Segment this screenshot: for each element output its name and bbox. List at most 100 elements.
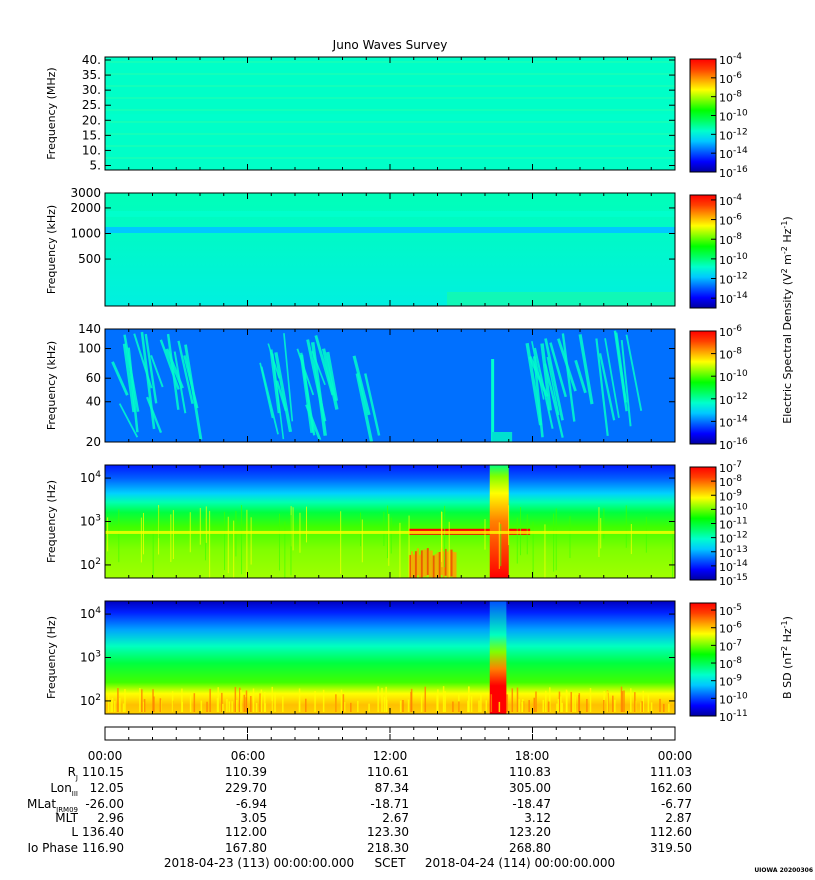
emission-streak	[118, 403, 139, 438]
emission-patch	[418, 554, 421, 578]
colorbar-scale	[689, 194, 717, 309]
emission-streak	[275, 380, 287, 412]
ephemeris-value: 111.03	[650, 765, 692, 779]
noise-streak	[153, 696, 155, 712]
ephemeris-value: 123.30	[367, 825, 409, 839]
noise-streak	[264, 703, 266, 712]
emission-streak	[146, 396, 163, 434]
ephemeris-value: 305.00	[509, 781, 551, 795]
spectrogram-panel-3: 20 40 60 100 140 Frequency (kHz)	[45, 322, 676, 449]
noise-streak	[158, 507, 160, 539]
colorbar-tick-label: 10-4	[719, 52, 742, 67]
colorbar-3: 10-16 10-14 10-12 10-10 10-8 10-6	[689, 324, 748, 452]
noise-streak	[506, 694, 509, 712]
noise-streak	[274, 692, 276, 712]
noise-streak	[343, 701, 346, 712]
y-tick-label: 2000	[70, 201, 101, 215]
noise-streak	[574, 696, 576, 712]
noise-streak	[545, 690, 547, 712]
ephemeris-value: -6.77	[661, 797, 692, 811]
footer-end-time: 2018-04-24 (114) 00:00:00.000	[425, 856, 615, 870]
ephemeris-row-label: Io Phase	[27, 841, 78, 855]
y-tick-label: 20	[86, 435, 101, 449]
noise-streak	[402, 699, 404, 712]
noise-streak	[259, 693, 261, 712]
emission-streak	[321, 348, 339, 410]
emission-patch	[410, 551, 413, 578]
ephemeris-value: -18.47	[512, 797, 551, 811]
noise-streak	[181, 688, 183, 712]
noise-streak	[122, 703, 125, 712]
emission-streak	[561, 333, 576, 422]
colorbar-tick-label: 10-15	[719, 573, 748, 588]
noise-streak	[558, 691, 561, 712]
noise-streak	[668, 703, 670, 712]
ephemeris-row-label: RJ	[68, 765, 78, 782]
broadband-burst	[489, 601, 507, 714]
noise-streak	[206, 701, 208, 712]
noise-streak	[226, 699, 228, 712]
ephemeris-value: 12.05	[90, 781, 124, 795]
emission-streak	[598, 353, 616, 421]
faint-band	[105, 145, 675, 147]
ephemeris-value: 116.90	[82, 841, 124, 855]
noise-streak	[528, 700, 530, 712]
ephemeris-table: RJ 110.15 110.39 110.61 110.83 111.03 LonIII 12…	[27, 765, 692, 855]
noise-streak	[227, 516, 229, 574]
noise-streak	[634, 692, 636, 712]
emission-patch	[420, 550, 423, 578]
emission-streak	[150, 354, 164, 388]
emission-streak	[314, 335, 335, 396]
y-tick-label: 103	[80, 514, 101, 529]
time-tick-label: 18:00	[515, 749, 550, 763]
noise-streak	[209, 688, 211, 712]
emission-streak	[144, 333, 158, 404]
colorbar-tick-label: 10-12	[719, 127, 748, 142]
colorbar-tick-label: 10-8	[719, 347, 742, 362]
emission-streak	[355, 373, 374, 442]
colorbar-tick-label: 10-6	[719, 71, 742, 86]
noise-streak	[114, 700, 116, 712]
y-tick-label: 15.	[82, 128, 101, 142]
emission-patch	[428, 550, 431, 578]
y-tick-label: 35.	[82, 68, 101, 82]
faint-band	[105, 85, 675, 87]
noise-streak	[441, 511, 443, 562]
faint-band	[105, 109, 675, 111]
time-tick-label: 12:00	[373, 749, 408, 763]
noise-streak	[381, 687, 383, 712]
emission-patch	[444, 548, 447, 576]
noise-streak	[335, 694, 337, 712]
noise-streak	[578, 694, 580, 712]
emission-streak	[364, 373, 381, 436]
noise-streak	[448, 521, 450, 578]
panel-background	[105, 329, 675, 442]
noise-streak	[470, 696, 473, 712]
noise-streak	[663, 703, 665, 712]
noise-streak	[518, 699, 520, 712]
colorbar-tick-label: 10-8	[719, 474, 742, 489]
emission-patch	[436, 552, 439, 578]
noise-streak	[620, 686, 623, 712]
noise-streak	[228, 701, 231, 712]
noise-streak	[142, 701, 145, 712]
emission-patch	[450, 549, 453, 577]
noise-streak	[444, 505, 446, 568]
emission-streak	[544, 363, 564, 438]
colorbar-tick-label: 10-6	[719, 324, 742, 339]
emission-spike	[491, 359, 495, 442]
noise-streak	[250, 517, 252, 565]
noise-streak	[630, 523, 632, 555]
time-axis: 00:00 06:00 12:00 18:00 00:00	[88, 726, 692, 763]
noise-streak	[532, 521, 534, 578]
noise-streak	[314, 691, 316, 712]
ephemeris-value: 123.20	[509, 825, 551, 839]
ephemeris-value: 229.70	[225, 781, 267, 795]
emission-streak	[300, 352, 316, 436]
y-tick-label: 40	[86, 395, 101, 409]
noise-streak	[572, 693, 574, 712]
y-tick-label: 140	[78, 322, 101, 336]
noise-streak	[260, 689, 263, 712]
interference-line	[105, 530, 675, 534]
